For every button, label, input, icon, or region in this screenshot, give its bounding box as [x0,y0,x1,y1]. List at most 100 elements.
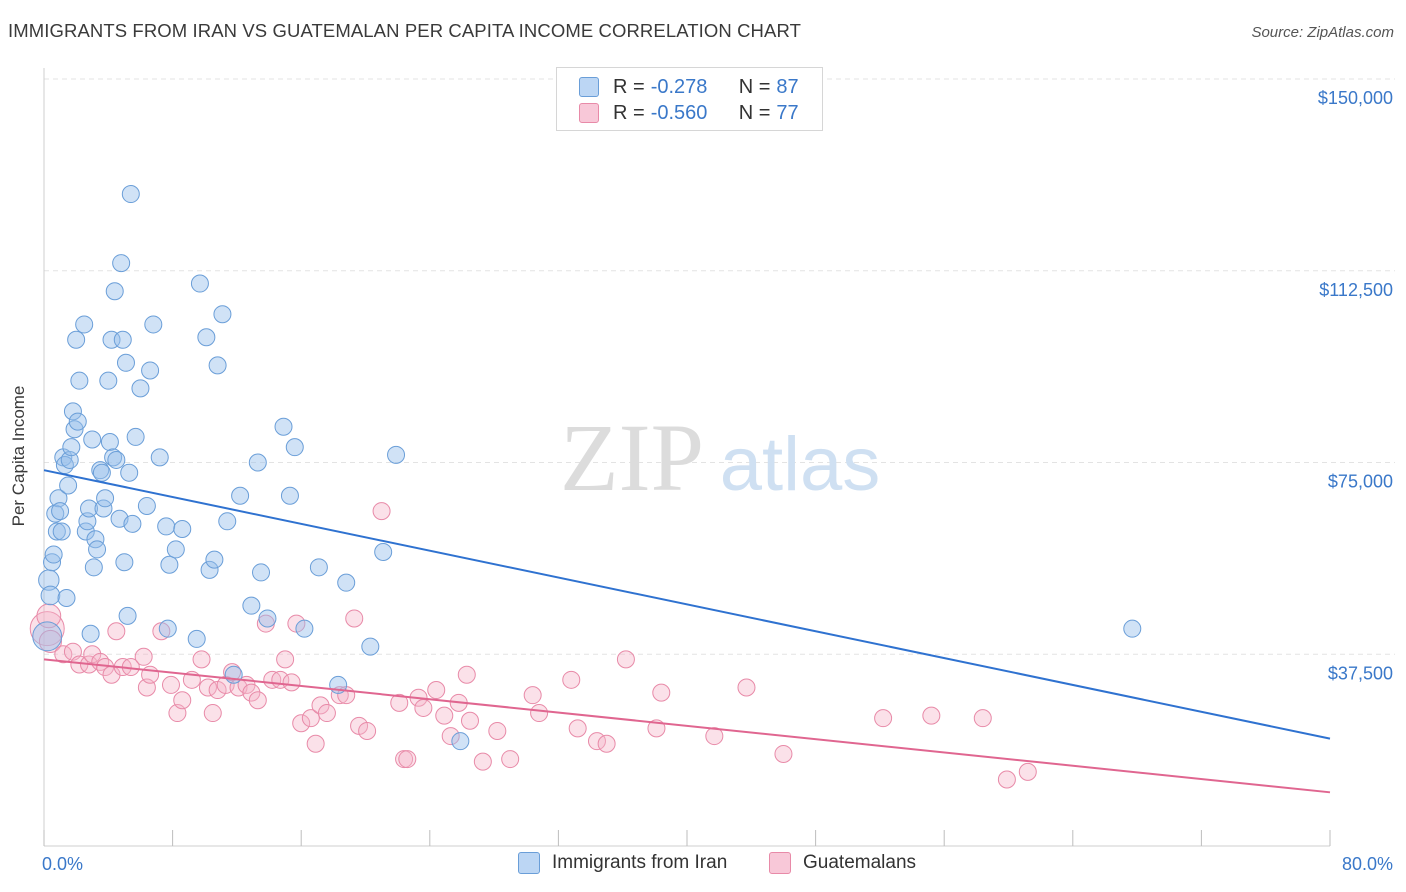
data-point [59,476,78,495]
data-point [285,438,304,457]
data-point [137,496,156,515]
data-point [523,686,542,705]
watermark: ZIP atlas [560,404,880,511]
legend-r-label: R = [613,75,645,98]
data-point [562,670,581,689]
data-point [96,489,115,508]
data-point [473,752,492,771]
data-point [361,637,380,656]
data-point [173,691,192,710]
data-point [141,361,160,380]
data-point [252,563,271,582]
data-point [460,711,479,730]
data-point [173,519,192,538]
data-point [121,185,140,204]
source-label: Source: ZipAtlas.com [1251,24,1394,41]
data-point [190,274,209,293]
data-point [295,619,314,638]
legend-n-value-guatemalans: 77 [776,101,799,124]
data-point [358,721,377,740]
data-point [144,315,163,334]
data-point [134,647,153,666]
data-point [441,727,460,746]
data-point [88,540,107,559]
data-point [192,650,211,669]
series-iran-points [32,185,1142,751]
data-point [51,502,70,521]
data-point [126,427,145,446]
y-tick-label: $112,500 [1319,280,1393,300]
data-point [306,734,325,753]
data-point [501,750,520,769]
data-point [112,254,131,273]
data-point [116,353,135,372]
data-point [157,517,176,536]
data-point [414,698,433,717]
watermark-zip: ZIP [560,404,704,511]
data-point [118,606,137,625]
data-point [372,502,391,521]
data-point [115,553,134,572]
data-point [70,371,89,390]
y-tick-label: $75,000 [1328,472,1393,492]
data-point [390,693,409,712]
data-point [997,770,1016,789]
data-point [280,486,299,505]
data-point [63,402,82,421]
data-point [224,665,243,684]
data-point [597,734,616,753]
trend-line-guatemalans [43,658,1331,794]
data-point [345,609,364,628]
data-point [311,696,330,715]
legend-r-label: R = [613,101,645,124]
legend-r-value-guatemalans: -0.560 [650,101,708,124]
grid-lines [44,78,1395,655]
data-point [44,545,63,564]
data-point [52,522,71,541]
y-tick-label: $37,500 [1328,663,1393,683]
data-point [451,732,470,751]
data-point [83,430,102,449]
data-point [292,714,311,733]
legend-item-guatemalans[interactable]: Guatemalans [769,852,916,874]
legend-n-label: N = [738,101,771,124]
watermark-atlas: atlas [720,422,881,507]
legend-n-label: N = [738,75,771,98]
trend-lines [43,469,1331,794]
correlation-legend: R = -0.278 N = 87 R = -0.560 N = 77 [556,67,823,131]
data-point [81,624,100,643]
data-point [568,719,587,738]
data-point [46,504,65,523]
legend-swatch-guatemalans [579,103,599,123]
data-point [435,706,454,725]
y-tick-labels: $37,500 $75,000 $112,500 $150,000 [1318,88,1393,683]
data-point [38,629,62,654]
legend-swatch-guatemalans [769,852,791,874]
data-point [973,709,992,728]
data-point [57,589,76,608]
data-point [47,522,66,541]
chart-title: IMMIGRANTS FROM IRAN VS GUATEMALAN PER C… [8,20,801,41]
data-point [104,448,123,467]
data-point [427,681,446,700]
legend-item-iran[interactable]: Immigrants from Iran [518,852,727,874]
x-tick-label-min: 0.0% [42,854,83,874]
data-point [1018,762,1037,781]
data-point [248,453,267,472]
data-point [120,463,139,482]
data-point [337,573,356,592]
legend-n-value-iran: 87 [776,75,799,98]
data-point [213,305,232,324]
data-point [105,282,124,301]
trend-line-iran [43,469,1331,740]
data-point [67,330,86,349]
data-point [113,330,132,349]
data-point [398,750,417,769]
data-point [200,560,219,579]
data-point [99,371,118,390]
series-legend: Immigrants from Iran Guatemalans [0,852,1406,878]
x-tick-labels: 0.0% 80.0% [42,854,1393,874]
data-point [276,650,295,669]
data-point [208,356,227,375]
